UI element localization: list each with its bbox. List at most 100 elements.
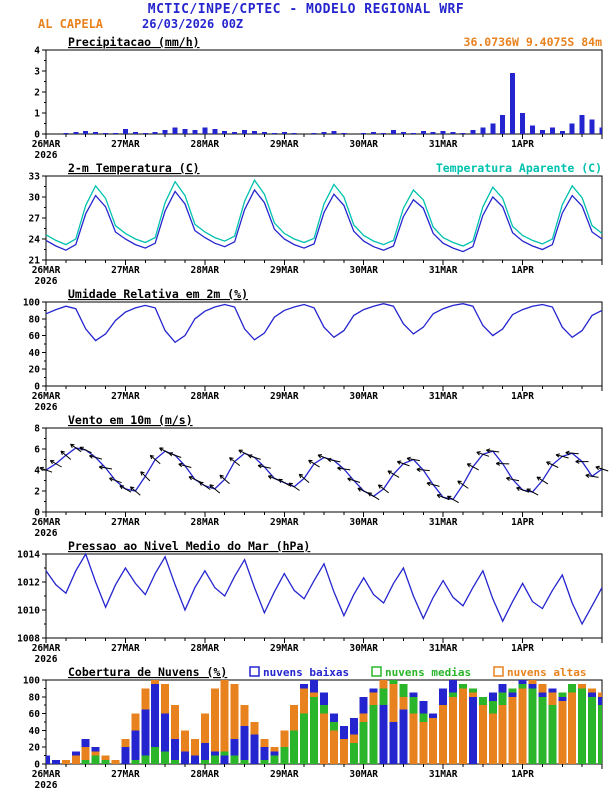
legend-swatch-orange [493, 666, 504, 677]
svg-text:27MAR: 27MAR [111, 517, 140, 528]
svg-text:26MAR: 26MAR [32, 769, 61, 780]
svg-text:30: 30 [29, 193, 41, 204]
precip-bars [63, 73, 602, 135]
wind-chart: Vento em 10m (m/s) 26MAR 27MAR 28MAR 29MAR 3… [32, 413, 609, 540]
svg-text:30MAR: 30MAR [349, 643, 378, 654]
svg-text:28MAR: 28MAR [191, 139, 220, 150]
axis-labels: 26MAR 27MAR 28MAR 29MAR 30MAR 31MAR 1APR 2026 21… [29, 172, 535, 288]
panel-pressure: Pressao ao Nivel Medio do Mar (hPa) 26MA… [0, 538, 612, 666]
precipitation-plot: 26MAR 27MAR 28MAR 29MAR 30MAR 31MAR 1APR 2026 0 1… [32, 46, 603, 162]
svg-text:27MAR: 27MAR [111, 139, 140, 150]
svg-text:2: 2 [34, 88, 40, 99]
svg-text:21: 21 [29, 256, 41, 267]
legend-swatch-blue [249, 666, 260, 677]
panel-clouds: Cobertura de Nuvens (%) nuvens baixas nuv… [0, 664, 612, 792]
svg-text:3: 3 [34, 67, 40, 78]
svg-text:40: 40 [29, 348, 41, 359]
axes [42, 175, 603, 265]
svg-text:33: 33 [29, 172, 41, 183]
svg-text:1APR: 1APR [511, 643, 534, 654]
svg-text:28MAR: 28MAR [191, 643, 220, 654]
axes [42, 49, 603, 139]
cloud-cover-chart: Cobertura de Nuvens (%) nuvens baixas nuv… [23, 665, 603, 792]
svg-text:6: 6 [34, 445, 40, 456]
cloud-legend: nuvens baixas nuvens medias nuvens altas [249, 666, 586, 679]
axes [42, 553, 603, 643]
svg-text:80: 80 [29, 314, 41, 325]
svg-text:31MAR: 31MAR [429, 517, 458, 528]
svg-text:30MAR: 30MAR [349, 391, 378, 402]
svg-text:0: 0 [34, 508, 40, 519]
panel-precipitation: Precipitacao (mm/h) 36.0736W 9.4075S 84m… [0, 34, 612, 162]
panel-title: Vento em 10m (m/s) [68, 413, 193, 427]
panel-temperature: 2-m Temperatura (C) Temperatura Aparente… [0, 160, 612, 288]
svg-text:2026: 2026 [35, 276, 58, 286]
svg-text:28MAR: 28MAR [191, 265, 220, 276]
svg-text:1APR: 1APR [511, 139, 534, 150]
svg-text:100: 100 [23, 676, 40, 687]
model-title: MCTIC/INPE/CPTEC - MODELO REGIONAL WRF [147, 2, 465, 17]
humidity-chart: Umidade Relativa em 2m (%) 26MAR 27MAR 28M… [23, 287, 603, 414]
panel-title: Pressao ao Nivel Medio do Mar (hPa) [68, 539, 310, 553]
svg-text:1APR: 1APR [511, 265, 534, 276]
svg-text:2026: 2026 [35, 528, 58, 538]
panel-title: Umidade Relativa em 2m (%) [68, 287, 248, 301]
svg-text:27MAR: 27MAR [111, 265, 140, 276]
svg-text:29MAR: 29MAR [270, 769, 299, 780]
svg-text:2026: 2026 [35, 150, 58, 160]
svg-text:1012: 1012 [17, 578, 40, 589]
svg-text:1APR: 1APR [511, 517, 534, 528]
svg-text:28MAR: 28MAR [191, 517, 220, 528]
svg-text:60: 60 [29, 709, 41, 720]
svg-text:27: 27 [29, 214, 40, 225]
location-annotation: 36.0736W 9.4075S 84m [464, 35, 603, 49]
precipitation-chart: Precipitacao (mm/h) 36.0736W 9.4075S 84m… [32, 35, 603, 162]
svg-text:0: 0 [34, 382, 40, 393]
svg-text:29MAR: 29MAR [270, 517, 299, 528]
svg-text:20: 20 [29, 365, 41, 376]
svg-text:30MAR: 30MAR [349, 265, 378, 276]
temperature-chart: 2-m Temperatura (C) Temperatura Aparente… [29, 161, 603, 288]
svg-text:27MAR: 27MAR [111, 769, 140, 780]
panel-wind: Vento em 10m (m/s) 26MAR 27MAR 28MAR 29MAR 3… [0, 412, 612, 540]
svg-text:27MAR: 27MAR [111, 643, 140, 654]
humidity-plot: 26MAR 27MAR 28MAR 29MAR 30MAR 31MAR 1APR 2026 0 2… [23, 298, 603, 414]
pressao-ao-nivel-medio-do-mar-line [45, 552, 603, 626]
axis-labels: 26MAR 27MAR 28MAR 29MAR 30MAR 31MAR 1APR 2026 0 2… [23, 676, 534, 792]
svg-text:1APR: 1APR [511, 391, 534, 402]
svg-text:28MAR: 28MAR [191, 391, 220, 402]
station-name: AL CAPELA [38, 17, 104, 31]
svg-text:26MAR: 26MAR [32, 265, 61, 276]
svg-text:26MAR: 26MAR [32, 643, 61, 654]
svg-text:8: 8 [34, 424, 40, 435]
wind-barbs [39, 443, 609, 504]
axes [42, 427, 603, 517]
svg-text:60: 60 [29, 331, 41, 342]
svg-text:31MAR: 31MAR [429, 265, 458, 276]
svg-text:29MAR: 29MAR [270, 391, 299, 402]
legend-label: nuvens altas [507, 666, 586, 679]
svg-text:29MAR: 29MAR [270, 139, 299, 150]
axis-labels: 26MAR 27MAR 28MAR 29MAR 30MAR 31MAR 1APR 2026 0 2… [23, 298, 534, 414]
svg-text:31MAR: 31MAR [429, 391, 458, 402]
axis-labels: 26MAR 27MAR 28MAR 29MAR 30MAR 31MAR 1APR 2026 0 2… [32, 424, 535, 540]
pressure-plot: 26MAR 27MAR 28MAR 29MAR 30MAR 31MAR 1APR 2026 10… [17, 550, 603, 666]
panel-title: 2-m Temperatura (C) [68, 161, 200, 175]
svg-text:0: 0 [34, 760, 40, 771]
axis-labels: 26MAR 27MAR 28MAR 29MAR 30MAR 31MAR 1APR 2026 0 1… [32, 46, 535, 162]
umidade-relativa-line [45, 303, 603, 344]
panel-humidity: Umidade Relativa em 2m (%) 26MAR 27MAR 28M… [0, 286, 612, 414]
svg-text:2026: 2026 [35, 402, 58, 412]
axis-labels: 26MAR 27MAR 28MAR 29MAR 30MAR 31MAR 1APR 2026 10… [17, 550, 534, 666]
svg-text:30MAR: 30MAR [349, 139, 378, 150]
svg-text:2: 2 [34, 487, 40, 498]
axes [42, 301, 603, 391]
svg-text:27MAR: 27MAR [111, 391, 140, 402]
svg-text:80: 80 [29, 692, 41, 703]
svg-text:0: 0 [34, 130, 40, 141]
svg-text:29MAR: 29MAR [270, 643, 299, 654]
svg-text:100: 100 [23, 298, 40, 309]
svg-text:1APR: 1APR [511, 769, 534, 780]
svg-text:26MAR: 26MAR [32, 517, 61, 528]
